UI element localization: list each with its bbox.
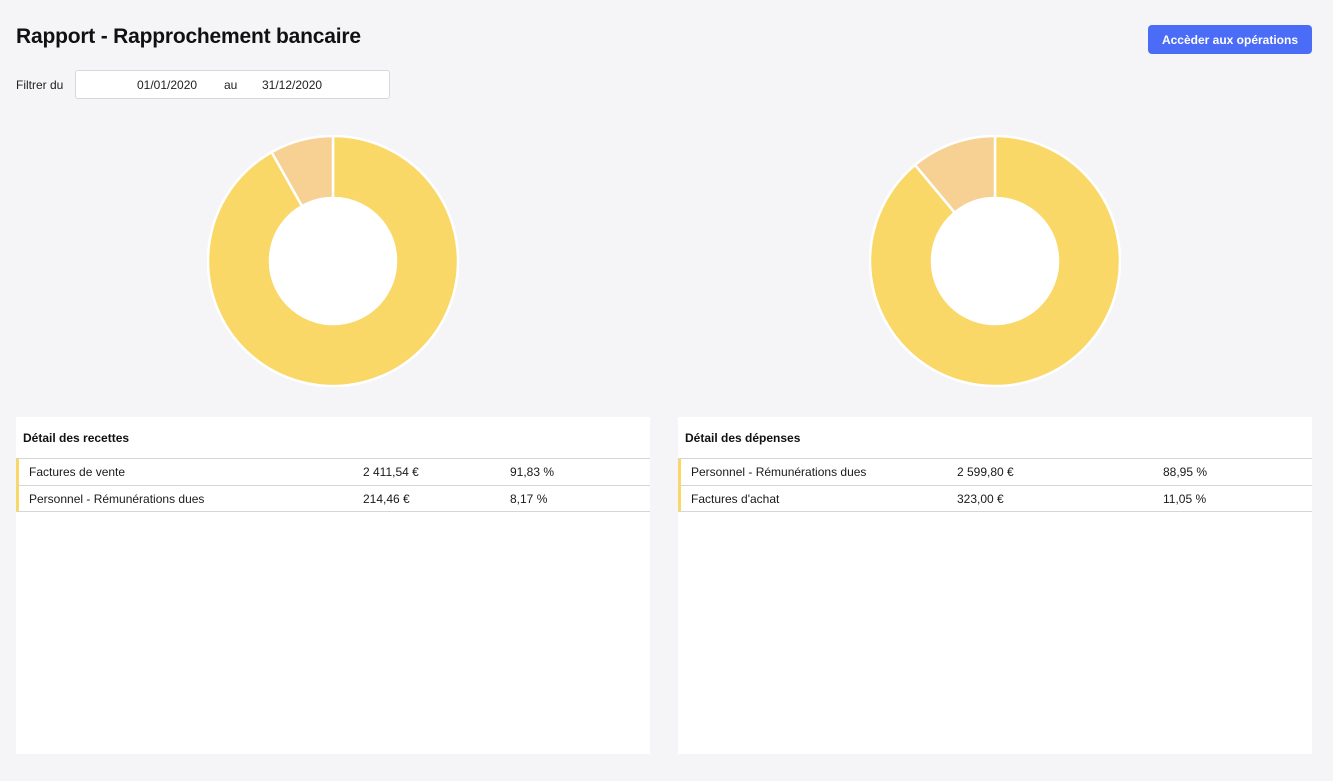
table-row[interactable]: Personnel - Rémunérations dues 2 599,80 …	[678, 458, 1312, 485]
depenses-detail-card: Détail des dépenses Personnel - Rémunéra…	[678, 417, 1312, 754]
row-amount: 214,46 €	[363, 492, 410, 506]
row-amount: 2 599,80 €	[957, 465, 1014, 479]
table-row[interactable]: Factures de vente 2 411,54 € 91,83 %	[16, 458, 650, 485]
recettes-donut-chart	[207, 135, 459, 387]
depenses-table: Personnel - Rémunérations dues 2 599,80 …	[678, 458, 1312, 512]
depenses-card-title: Détail des dépenses	[685, 431, 801, 445]
row-label: Factures de vente	[29, 465, 126, 479]
filter-label: Filtrer du	[16, 78, 64, 92]
row-label: Personnel - Rémunérations dues	[691, 465, 867, 479]
row-amount: 323,00 €	[957, 492, 1004, 506]
row-percent: 11,05 %	[1163, 492, 1207, 506]
recettes-card-title: Détail des recettes	[23, 431, 130, 445]
recettes-detail-card: Détail des recettes Factures de vente 2 …	[16, 417, 650, 754]
donut-hole	[270, 198, 396, 324]
donut-hole	[932, 198, 1058, 324]
page-title: Rapport - Rapprochement bancaire	[16, 25, 361, 48]
row-amount: 2 411,54 €	[363, 465, 419, 479]
row-percent: 88,95 %	[1163, 465, 1208, 479]
row-percent: 91,83 %	[510, 465, 555, 479]
date-range-picker[interactable]: 01/01/2020 au 31/12/2020	[75, 70, 390, 99]
date-from-input[interactable]: 01/01/2020	[137, 78, 198, 92]
row-accent-bar	[16, 486, 19, 511]
table-row[interactable]: Personnel - Rémunérations dues 214,46 € …	[16, 485, 650, 512]
date-to-input[interactable]: 31/12/2020	[262, 78, 323, 92]
table-row[interactable]: Factures d'achat 323,00 € 11,05 %	[678, 485, 1312, 512]
recettes-table: Factures de vente 2 411,54 € 91,83 % Per…	[16, 458, 650, 512]
row-accent-bar	[678, 459, 681, 485]
depenses-donut-chart	[869, 135, 1121, 387]
row-label: Personnel - Rémunérations dues	[29, 492, 205, 506]
row-accent-bar	[16, 459, 19, 485]
row-accent-bar	[678, 486, 681, 511]
date-separator: au	[224, 78, 238, 92]
row-label: Factures d'achat	[691, 492, 780, 506]
row-percent: 8,17 %	[510, 492, 548, 506]
access-operations-button[interactable]: Accèder aux opérations	[1148, 25, 1312, 54]
